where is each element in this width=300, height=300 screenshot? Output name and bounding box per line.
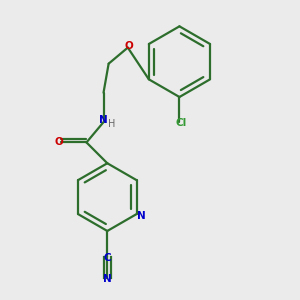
Text: H: H xyxy=(108,118,116,129)
Text: O: O xyxy=(124,40,133,50)
Text: N: N xyxy=(103,274,112,284)
Text: C: C xyxy=(103,253,111,263)
Text: O: O xyxy=(55,137,64,147)
Text: Cl: Cl xyxy=(175,118,187,128)
Text: N: N xyxy=(99,116,108,125)
Text: N: N xyxy=(137,211,146,220)
